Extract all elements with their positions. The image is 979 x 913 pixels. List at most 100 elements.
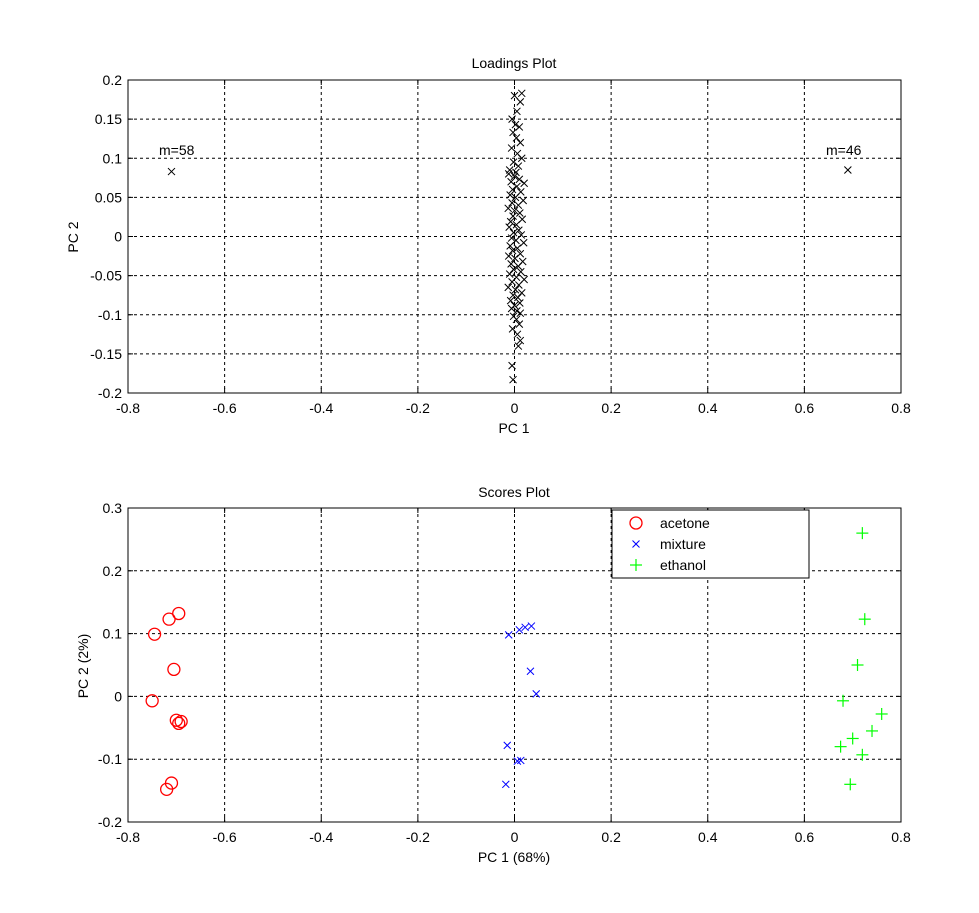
loadings-point xyxy=(516,267,525,276)
scores-ylabel: PC 2 (2%) xyxy=(75,634,91,699)
loadings-point xyxy=(517,288,526,297)
acetone-point xyxy=(172,606,186,621)
loadings-point xyxy=(512,315,521,324)
loadings-point xyxy=(513,107,521,116)
loadings-point xyxy=(516,309,525,318)
loadings-point xyxy=(508,198,516,207)
scores-title: Scores Plot xyxy=(478,484,550,500)
acetone-point xyxy=(167,662,181,677)
loadings-point xyxy=(505,223,514,231)
acetone-point xyxy=(162,612,176,626)
loadings-point xyxy=(509,128,517,137)
x-tick-label: -0.8 xyxy=(116,400,140,416)
loadings-point xyxy=(507,177,515,186)
loadings-point xyxy=(513,182,521,191)
loadings-ticks: -0.8 -0.6 -0.4 -0.2 0 0.2 0.4 0.6 0.8 -0.2 -0.15 -0… xyxy=(90,72,911,416)
scores-ticks: -0.8 -0.6 -0.4 -0.2 0 0.2 0.4 0.6 0.8 -0.2 -0.1 0 0.… xyxy=(98,500,911,845)
loadings-point xyxy=(516,98,525,106)
x-tick-label: 0.2 xyxy=(601,829,621,845)
ethanol-point xyxy=(856,527,869,540)
loadings-point xyxy=(508,361,516,370)
y-tick-label: 0.15 xyxy=(95,111,122,127)
loadings-point xyxy=(513,244,522,253)
ethanol-point xyxy=(851,659,864,671)
ethanol-point xyxy=(875,707,888,720)
mixture-point xyxy=(526,667,535,676)
mixture-point xyxy=(501,780,510,789)
loadings-point xyxy=(510,91,519,100)
x-tick-label: -0.2 xyxy=(406,400,430,416)
loadings-plot: -0.8 -0.6 -0.4 -0.2 0 0.2 0.4 0.6 0.8 -0.2 -0.15 -0… xyxy=(65,55,911,436)
x-tick-label: 0.2 xyxy=(601,400,621,416)
loadings-point xyxy=(507,234,516,242)
y-tick-label: 0.1 xyxy=(103,626,123,642)
loadings-point xyxy=(515,175,524,184)
loadings-point xyxy=(513,330,522,339)
loadings-point xyxy=(510,172,519,181)
loadings-point xyxy=(511,120,520,129)
loadings-point xyxy=(506,191,515,199)
scores-xlabel: PC 1 (68%) xyxy=(478,849,550,865)
loadings-annotation-m58: m=58 xyxy=(159,142,195,158)
loadings-point xyxy=(504,283,513,292)
loadings-point xyxy=(517,154,526,163)
loadings-point xyxy=(515,123,524,131)
loadings-point xyxy=(506,296,515,305)
y-tick-label: -0.1 xyxy=(98,751,122,767)
mixture-point xyxy=(515,625,524,634)
loadings-ylabel: PC 2 xyxy=(65,221,81,252)
loadings-point xyxy=(507,304,516,313)
loadings-point xyxy=(517,89,526,98)
x-tick-label: 0 xyxy=(511,400,519,416)
x-tick-label: 0.4 xyxy=(698,829,718,845)
scores-marks xyxy=(145,527,888,796)
loadings-point xyxy=(509,158,518,167)
loadings-point xyxy=(507,260,515,268)
loadings-point xyxy=(514,293,522,302)
y-tick-label: 0.2 xyxy=(103,563,123,579)
loadings-marks xyxy=(167,89,852,384)
loadings-point xyxy=(508,115,516,123)
acetone-point xyxy=(145,694,159,708)
loadings-point xyxy=(515,209,524,217)
ethanol-point xyxy=(837,694,850,707)
mixture-point xyxy=(503,741,512,750)
loadings-point xyxy=(516,336,525,345)
x-tick-label: -0.4 xyxy=(309,829,333,845)
ethanol-point xyxy=(856,748,869,761)
loadings-point xyxy=(509,291,517,300)
loadings-point xyxy=(508,185,517,194)
loadings-point xyxy=(509,212,517,221)
scores-legend: acetone mixture ethanol xyxy=(611,509,810,579)
legend-marker-ethanol xyxy=(630,559,642,571)
loadings-point xyxy=(514,201,523,210)
loadings-point xyxy=(520,179,529,188)
loadings-point xyxy=(512,134,521,142)
mixture-point xyxy=(513,757,522,765)
loadings-point xyxy=(511,193,520,202)
loadings-point xyxy=(514,342,523,350)
loadings-point xyxy=(515,320,524,328)
x-tick-label: -0.6 xyxy=(213,400,237,416)
loadings-point xyxy=(504,204,513,213)
mixture-point xyxy=(532,690,541,698)
x-tick-label: -0.4 xyxy=(309,400,333,416)
y-tick-label: 0 xyxy=(114,688,122,704)
legend-box xyxy=(611,509,810,579)
ethanol-point xyxy=(834,740,847,753)
mixture-point xyxy=(527,622,536,630)
loadings-annotation-m46: m=46 xyxy=(826,142,862,158)
loadings-point xyxy=(511,254,519,263)
legend-marker-mixture xyxy=(632,540,640,548)
legend-label-acetone: acetone xyxy=(660,515,710,531)
y-tick-label: 0 xyxy=(114,229,122,245)
loadings-point xyxy=(167,167,176,176)
loadings-point xyxy=(514,226,523,235)
y-tick-label: 0.3 xyxy=(103,500,123,516)
loadings-point xyxy=(508,246,517,255)
mixture-point xyxy=(521,623,529,632)
acetone-point xyxy=(169,713,183,727)
y-tick-label: -0.2 xyxy=(98,814,122,830)
acetone-point xyxy=(174,714,188,729)
